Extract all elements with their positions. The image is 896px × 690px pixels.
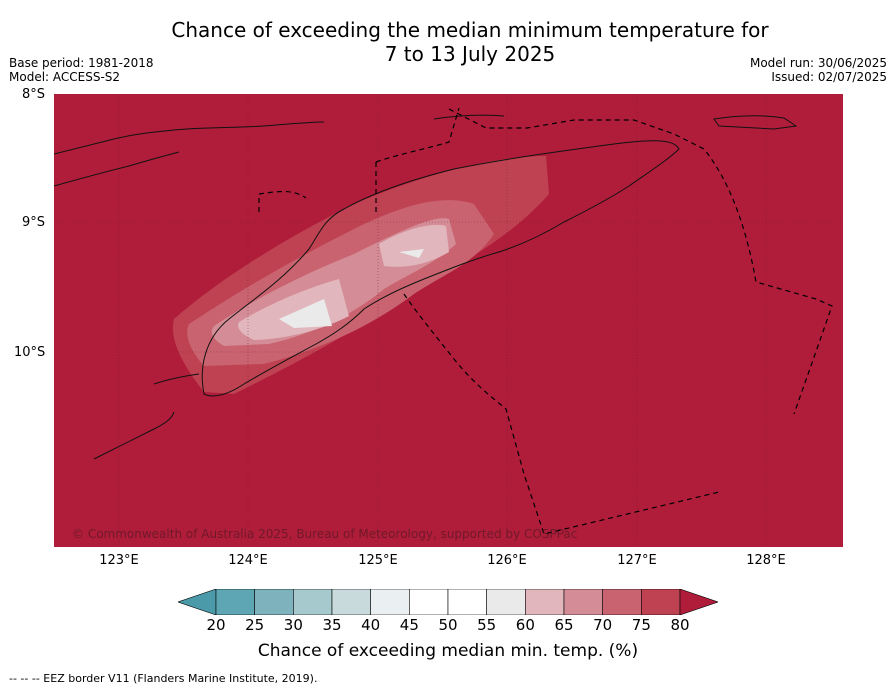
eez-border-south: [403, 293, 720, 535]
colorbar-over-arrow: [679, 589, 718, 615]
base-period: Base period: 1981-2018: [9, 56, 154, 70]
colorbar-cell: [215, 589, 255, 615]
eez-footnote: -- -- -- EEZ border V11 (Flanders Marine…: [9, 672, 318, 685]
contour-55: [279, 299, 332, 328]
map-svg: [54, 94, 843, 547]
colorbar: [178, 589, 718, 615]
sumba-coast: [153, 373, 200, 385]
colorbar-cell: [447, 589, 487, 615]
lon-label-128e: 128°E: [746, 553, 786, 568]
lon-label-127e: 127°E: [617, 553, 657, 568]
colorbar-under-arrow: [178, 589, 217, 615]
model-run: Model run: 30/06/2025: [749, 56, 887, 70]
coastlines: [54, 114, 798, 460]
contour-60b: [379, 224, 449, 267]
lat-label-9s: 9°S: [22, 215, 46, 230]
colorbar-tick-label: 80: [670, 616, 690, 634]
probability-contours: [172, 156, 549, 394]
model-name: Model: ACCESS-S2: [9, 70, 121, 84]
contour-55b: [399, 249, 424, 258]
title-line-1: Chance of exceeding the median minimum t…: [171, 18, 769, 42]
meta-left: Base period: 1981-2018 Model: ACCESS-S2: [9, 56, 154, 84]
colorbar-cell: [370, 589, 410, 615]
gridlines: [54, 94, 843, 547]
colorbar-cells: [215, 589, 681, 615]
colorbar-cell: [486, 589, 526, 615]
lon-label-126e: 126°E: [487, 553, 527, 568]
timor-coast: [201, 140, 680, 397]
colorbar-tick-label: 55: [477, 616, 497, 634]
lat-label-10s: 10°S: [14, 345, 46, 360]
colorbar-tick-label: 70: [593, 616, 613, 634]
colorbar-tick-label: 75: [631, 616, 651, 634]
eez-borders: [258, 107, 833, 535]
colorbar-cell: [254, 589, 294, 615]
copyright-notice: © Commonwealth of Australia 2025, Bureau…: [72, 527, 578, 541]
colorbar-tick-label: 45: [399, 616, 419, 634]
colorbar-cell: [409, 589, 449, 615]
lat-label-8s: 8°S: [22, 87, 46, 102]
colorbar-tick-label: 40: [361, 616, 381, 634]
colorbar-cell: [525, 589, 565, 615]
map-panel: [54, 94, 843, 547]
colorbar-tick-label: 65: [554, 616, 574, 634]
lon-label-123e: 123°E: [99, 553, 139, 568]
title-line-2: 7 to 13 July 2025: [384, 42, 556, 66]
flores-islands-coast: [54, 121, 325, 187]
lon-label-124e: 124°E: [228, 553, 268, 568]
colorbar-tick-label: 20: [206, 616, 226, 634]
wetar-coast: [433, 114, 798, 130]
colorbar-label: Chance of exceeding median min. temp. (%…: [257, 641, 639, 661]
colorbar-tick-label: 25: [245, 616, 265, 634]
colorbar-tick-label: 35: [322, 616, 342, 634]
colorbar-cell: [641, 589, 681, 615]
colorbar-tick-label: 60: [515, 616, 535, 634]
lon-label-125e: 125°E: [358, 553, 398, 568]
issued-date: Issued: 02/07/2025: [771, 70, 887, 84]
colorbar-cell: [293, 589, 333, 615]
colorbar-cell: [602, 589, 642, 615]
meta-right: Model run: 30/06/2025 Issued: 02/07/2025: [750, 56, 887, 84]
eez-border-north: [258, 107, 833, 415]
colorbar-tick-label: 30: [283, 616, 303, 634]
colorbar-tick-label: 50: [438, 616, 458, 634]
colorbar-cell: [331, 589, 371, 615]
colorbar-cell: [563, 589, 603, 615]
map-title: Chance of exceeding the median minimum t…: [0, 18, 896, 66]
rote-coast: [93, 411, 175, 460]
